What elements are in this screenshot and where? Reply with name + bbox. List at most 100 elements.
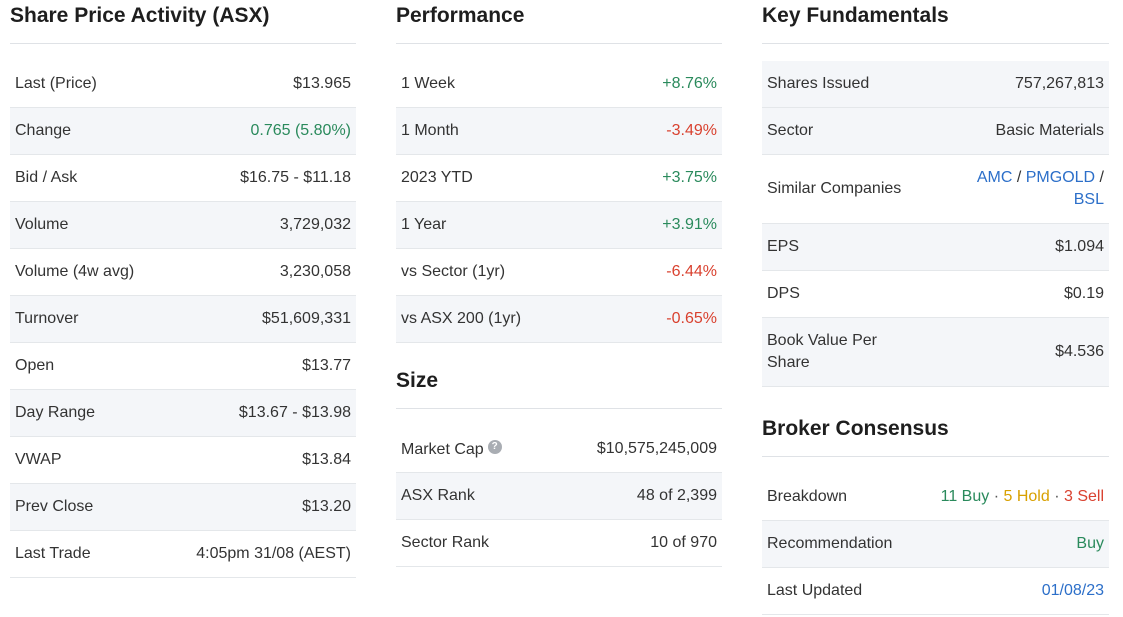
row-value: +3.91% (662, 216, 717, 233)
table-row: Shares Issued 757,267,813 (762, 61, 1109, 108)
table-row: Bid / Ask $16.75 - $11.18 (10, 155, 356, 202)
table-row: Book Value Per Share $4.536 (762, 318, 1109, 387)
table-row: Last Updated 01/08/23 (762, 568, 1109, 615)
size-title: Size (396, 365, 722, 409)
row-value: +8.76% (662, 75, 717, 92)
table-row: Last Trade 4:05pm 31/08 (AEST) (10, 531, 356, 578)
table-row: Recommendation Buy (762, 521, 1109, 568)
fundamentals-table: Shares Issued 757,267,813 Sector Basic M… (762, 61, 1109, 387)
table-row: Day Range $13.67 - $13.98 (10, 390, 356, 437)
broker-table: Breakdown 11 Buy · 5 Hold · 3 Sell Recom… (762, 474, 1109, 615)
performance-size-column: Performance 1 Week +8.76% 1 Month -3.49%… (396, 0, 722, 567)
row-label: Shares Issued (767, 75, 870, 92)
share-price-table: Last (Price) $13.965 Change 0.765 (5.80%… (10, 61, 356, 578)
fundamentals-broker-column: Key Fundamentals Shares Issued 757,267,8… (762, 0, 1109, 615)
company-link[interactable]: PMGOLD (1025, 169, 1096, 186)
row-value: 4:05pm 31/08 (AEST) (196, 545, 351, 562)
row-label: DPS (767, 285, 800, 302)
row-label: 2023 YTD (401, 169, 473, 186)
row-value: 0.765 (5.80%) (250, 122, 351, 139)
company-link[interactable]: BSL (1073, 191, 1104, 208)
table-row: Market Cap? $10,575,245,009 (396, 426, 722, 473)
separator: / (1099, 169, 1104, 186)
row-value: -6.44% (666, 263, 717, 280)
market-cap-label: Market Cap? (401, 439, 502, 459)
row-label: Bid / Ask (15, 169, 78, 186)
similar-companies-links: AMC / PMGOLD / BSL (954, 167, 1104, 211)
row-value: $51,609,331 (262, 310, 351, 327)
table-row: Prev Close $13.20 (10, 484, 356, 531)
table-row: Open $13.77 (10, 343, 356, 390)
row-label: Last Updated (767, 582, 863, 599)
row-label: Sector (767, 122, 814, 139)
row-label: Open (15, 357, 55, 374)
row-value: $13.965 (293, 75, 351, 92)
row-value: 10 of 970 (650, 534, 717, 551)
row-label: Recommendation (767, 535, 893, 552)
table-row: vs ASX 200 (1yr) -0.65% (396, 296, 722, 343)
row-value: $4.536 (1055, 343, 1104, 360)
fundamentals-title: Key Fundamentals (762, 0, 1109, 44)
separator: · (993, 488, 1000, 505)
row-label: EPS (767, 238, 800, 255)
share-price-section: Share Price Activity (ASX) Last (Price) … (10, 0, 356, 578)
table-row: Turnover $51,609,331 (10, 296, 356, 343)
row-label: Book Value Per Share (767, 332, 877, 371)
row-value: -0.65% (666, 310, 717, 327)
row-label: Last (Price) (15, 75, 97, 92)
row-value: 48 of 2,399 (636, 487, 717, 504)
buy-count: 11 Buy (940, 488, 990, 505)
hold-count: 5 Hold (1003, 488, 1050, 505)
table-row: vs Sector (1yr) -6.44% (396, 249, 722, 296)
row-value: $16.75 - $11.18 (240, 169, 351, 186)
row-value: 3,729,032 (279, 216, 351, 233)
table-row: Volume 3,729,032 (10, 202, 356, 249)
row-label: vs Sector (1yr) (401, 263, 506, 280)
performance-table: 1 Week +8.76% 1 Month -3.49% 2023 YTD +3… (396, 61, 722, 343)
table-row: 1 Month -3.49% (396, 108, 722, 155)
row-value: $13.67 - $13.98 (238, 404, 351, 421)
row-label: 1 Year (401, 216, 447, 233)
table-row: Sector Basic Materials (762, 108, 1109, 155)
performance-title: Performance (396, 0, 722, 44)
row-value: 3,230,058 (279, 263, 351, 280)
row-label: Turnover (15, 310, 79, 327)
share-price-title: Share Price Activity (ASX) (10, 0, 356, 44)
table-row: 2023 YTD +3.75% (396, 155, 722, 202)
row-value: +3.75% (662, 169, 717, 186)
recommendation-value: Buy (1076, 535, 1104, 552)
company-link[interactable]: AMC (976, 169, 1013, 186)
row-label: Change (15, 122, 72, 139)
table-row: Similar Companies AMC / PMGOLD / BSL (762, 155, 1109, 224)
table-row: EPS $1.094 (762, 224, 1109, 271)
row-value: $13.77 (302, 357, 351, 374)
row-label: Day Range (15, 404, 96, 421)
row-value: Basic Materials (995, 122, 1104, 139)
row-label: Market Cap (401, 440, 484, 458)
table-row: Breakdown 11 Buy · 5 Hold · 3 Sell (762, 474, 1109, 521)
row-label: Similar Companies (767, 180, 902, 197)
row-label: Last Trade (15, 545, 91, 562)
separator: · (1054, 488, 1060, 505)
table-row: Volume (4w avg) 3,230,058 (10, 249, 356, 296)
broker-breakdown: 11 Buy · 5 Hold · 3 Sell (941, 488, 1104, 506)
row-value: $1.094 (1055, 238, 1104, 255)
table-row: 1 Year +3.91% (396, 202, 722, 249)
table-row: DPS $0.19 (762, 271, 1109, 318)
table-row: VWAP $13.84 (10, 437, 356, 484)
size-table: Market Cap? $10,575,245,009 ASX Rank 48 … (396, 426, 722, 567)
table-row: ASX Rank 48 of 2,399 (396, 473, 722, 520)
row-label: 1 Week (401, 75, 455, 92)
row-value: $0.19 (1063, 285, 1104, 302)
row-label: 1 Month (401, 122, 459, 139)
last-updated-link[interactable]: 01/08/23 (1041, 582, 1104, 599)
table-row: 1 Week +8.76% (396, 61, 722, 108)
row-label: Volume (15, 216, 69, 233)
row-label: Breakdown (767, 488, 848, 505)
row-label: vs ASX 200 (1yr) (401, 310, 522, 327)
row-value: $13.20 (302, 498, 351, 515)
row-label: ASX Rank (401, 487, 475, 504)
table-row: Sector Rank 10 of 970 (396, 520, 722, 567)
sell-count: 3 Sell (1063, 488, 1104, 505)
help-circle-icon[interactable]: ? (487, 439, 502, 454)
